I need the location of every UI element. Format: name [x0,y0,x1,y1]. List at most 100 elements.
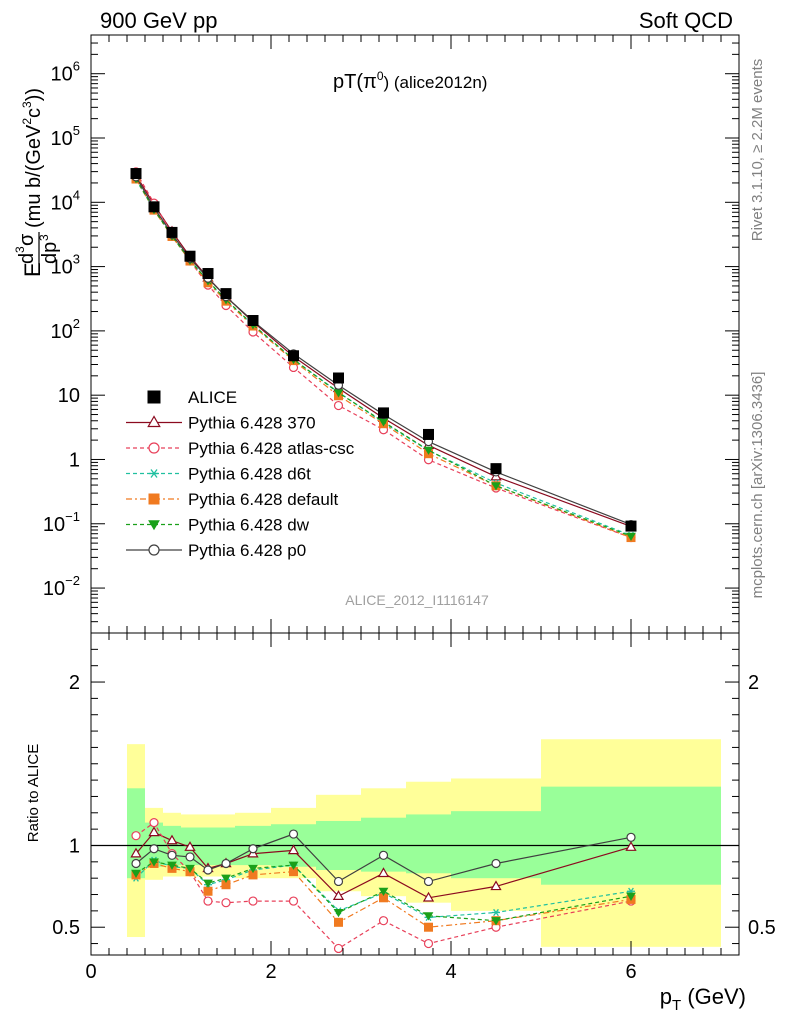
header-right: Soft QCD [639,8,733,33]
ratio-point [378,850,389,860]
green-band [406,814,451,874]
ratio-point [203,879,213,888]
ratio-point [288,829,299,839]
legend-label: ALICE [188,388,237,407]
ratio-point [626,832,636,842]
y-tick-label: 102 [51,316,80,343]
rivet-version-label: Rivet 3.1.10, ≥ 2.2M events [749,59,766,242]
data-point [247,315,259,327]
ratio-point [167,850,177,860]
ratio-point [203,896,213,906]
ratio-point [148,826,160,837]
ratio-point [378,887,389,897]
data-point [423,428,434,440]
data-point [148,201,160,213]
data-point [202,268,214,280]
y-tick-label: 105 [51,123,80,150]
uncertainty-bands [91,739,739,947]
ratio-point [184,841,196,851]
data-point [625,520,637,532]
legend-label: Pythia 6.428 default [188,490,339,509]
ratio-point [333,876,344,887]
ratio-point [167,861,177,870]
ratio-y-tick-label: 2 [69,672,80,694]
ratio-point [149,818,159,828]
data-point [490,463,502,475]
ratio-point [185,852,195,862]
ratio-y-tick-label: 1 [69,835,80,857]
chart-title: pT(π0) (alice2012n) [333,69,487,93]
y-label-d-exp: 3 [13,246,27,253]
ratio-point [491,858,501,869]
ratio-point [377,867,390,878]
data-point [288,350,299,362]
ratio-point [131,831,141,841]
x-tick-label: 2 [265,961,276,983]
legend-marker [149,469,159,478]
y-label-dp: dp [39,242,61,264]
ratio-point [221,898,231,908]
data-point [220,288,232,300]
ratio-point [248,844,258,854]
legend-marker [148,544,160,556]
x-tick-label: 0 [85,961,96,983]
mc-point [491,482,501,491]
ratio-point [378,916,389,926]
y-tick-label: 1 [69,449,80,471]
data-point [130,168,142,180]
legend-label: Pythia 6.428 dw [188,516,310,535]
mc-point [626,532,636,542]
ratio-y-tick-label-right: 0.5 [748,917,776,939]
legend-marker [147,415,161,428]
y-label-e: E [20,262,45,277]
legend-marker [148,442,160,454]
y-tick-label: 106 [51,59,80,86]
ratio-point [130,847,142,858]
y-label-dp-exp: 3 [37,234,51,241]
green-band [199,827,217,866]
y-tick-label: 10 [58,385,80,407]
ratio-point [288,896,299,906]
ratio-point [491,917,501,926]
ratio-point [203,865,213,875]
data-point [333,372,344,384]
watermark: ALICE_2012_I1116147 [345,592,489,608]
legend-label: Pythia 6.428 370 [188,414,316,433]
legend-marker [148,520,160,531]
ratio-point [333,909,344,918]
mc-point [423,446,434,455]
y-tick-label: 103 [51,252,80,279]
ratio-point [288,861,299,870]
ratio-point [490,880,502,891]
legend: ALICE Pythia 6.428 370 Pythia 6.428 atlas-… [126,388,355,560]
legend-marker [148,493,160,505]
ratio-point [131,858,141,869]
ratio-point [423,938,434,949]
data-point [184,250,196,262]
main-plot-area [130,167,637,543]
y-label-sigma: σ [16,233,38,246]
ratio-point [334,917,343,927]
ratio-point [248,896,258,906]
ratio-point [149,844,159,854]
legend-label: Pythia 6.428 atlas-csc [188,439,355,458]
header-left: 900 GeV pp [100,8,217,33]
green-band [217,827,235,866]
data-point [378,407,389,419]
y-label-units: (mu b/(GeV2c3)) [20,88,45,228]
ratio-point [221,858,231,869]
y-tick-label: 10−1 [43,509,80,536]
ratio-point [287,844,300,855]
y-axis-label: E d 3 σ dp 3 (mu b/(GeV2c3)) [13,88,61,277]
ratio-point [332,890,345,900]
data-point [166,226,178,238]
ratio-point [221,874,231,883]
legend-label: Pythia 6.428 p0 [188,541,306,560]
main-panel: 10−2 10−1 1 10 102 103 104 105 106 pT(π0) (alice… [13,34,740,634]
ratio-point [626,892,636,901]
ratio-point [248,864,258,874]
ratio-point [149,858,159,867]
ratio-point [333,943,344,954]
green-band [361,817,406,872]
